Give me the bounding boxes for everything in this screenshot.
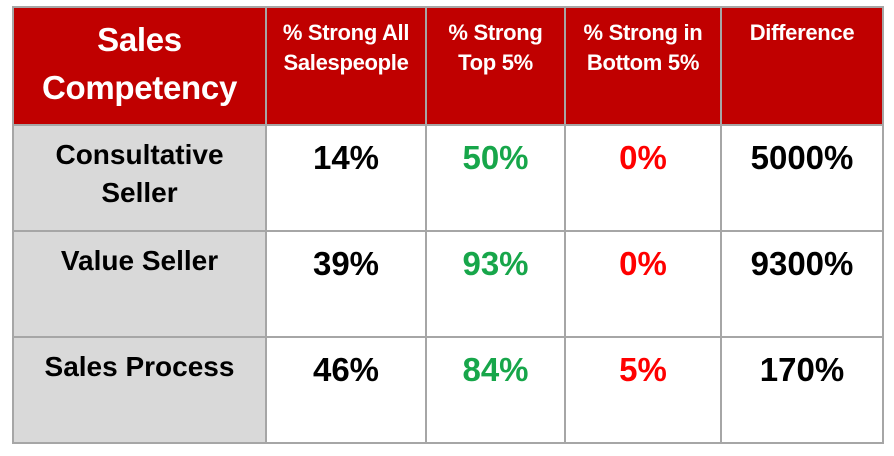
table-cell: 5% [564,336,722,444]
table-cell: 0% [564,230,722,338]
table-row: Consultative Seller 14% 50% 0% 5000% [12,124,884,232]
table-cell: 46% [265,336,427,444]
header-cell: Sales Competency [12,6,267,126]
row-label: Sales Process [12,336,267,444]
table-cell: 9300% [720,230,884,338]
header-row: Sales Competency% Strong All Salespeople… [12,6,884,126]
table-cell: 93% [425,230,566,338]
row-label: Value Seller [12,230,267,338]
table-cell: 5000% [720,124,884,232]
table-cell: 84% [425,336,566,444]
table-cell: 0% [564,124,722,232]
table-cell: 50% [425,124,566,232]
table-row: Sales Process 46% 84% 5% 170% [12,336,884,444]
table-row: Value Seller 39% 93% 0% 9300% [12,230,884,338]
table-cell: 14% [265,124,427,232]
table-cell: 170% [720,336,884,444]
header-cell: % Strong in Bottom 5% [564,6,722,126]
table-header: Sales Competency% Strong All Salespeople… [12,6,884,126]
table-body: Consultative Seller 14% 50% 0% 5000% Value Se… [12,124,884,444]
competency-table: Sales Competency% Strong All Salespeople… [12,6,884,444]
header-cell: % Strong All Salespeople [265,6,427,126]
table-cell: 39% [265,230,427,338]
header-cell: % Strong Top 5% [425,6,566,126]
header-cell: Difference [720,6,884,126]
row-label: Consultative Seller [12,124,267,232]
